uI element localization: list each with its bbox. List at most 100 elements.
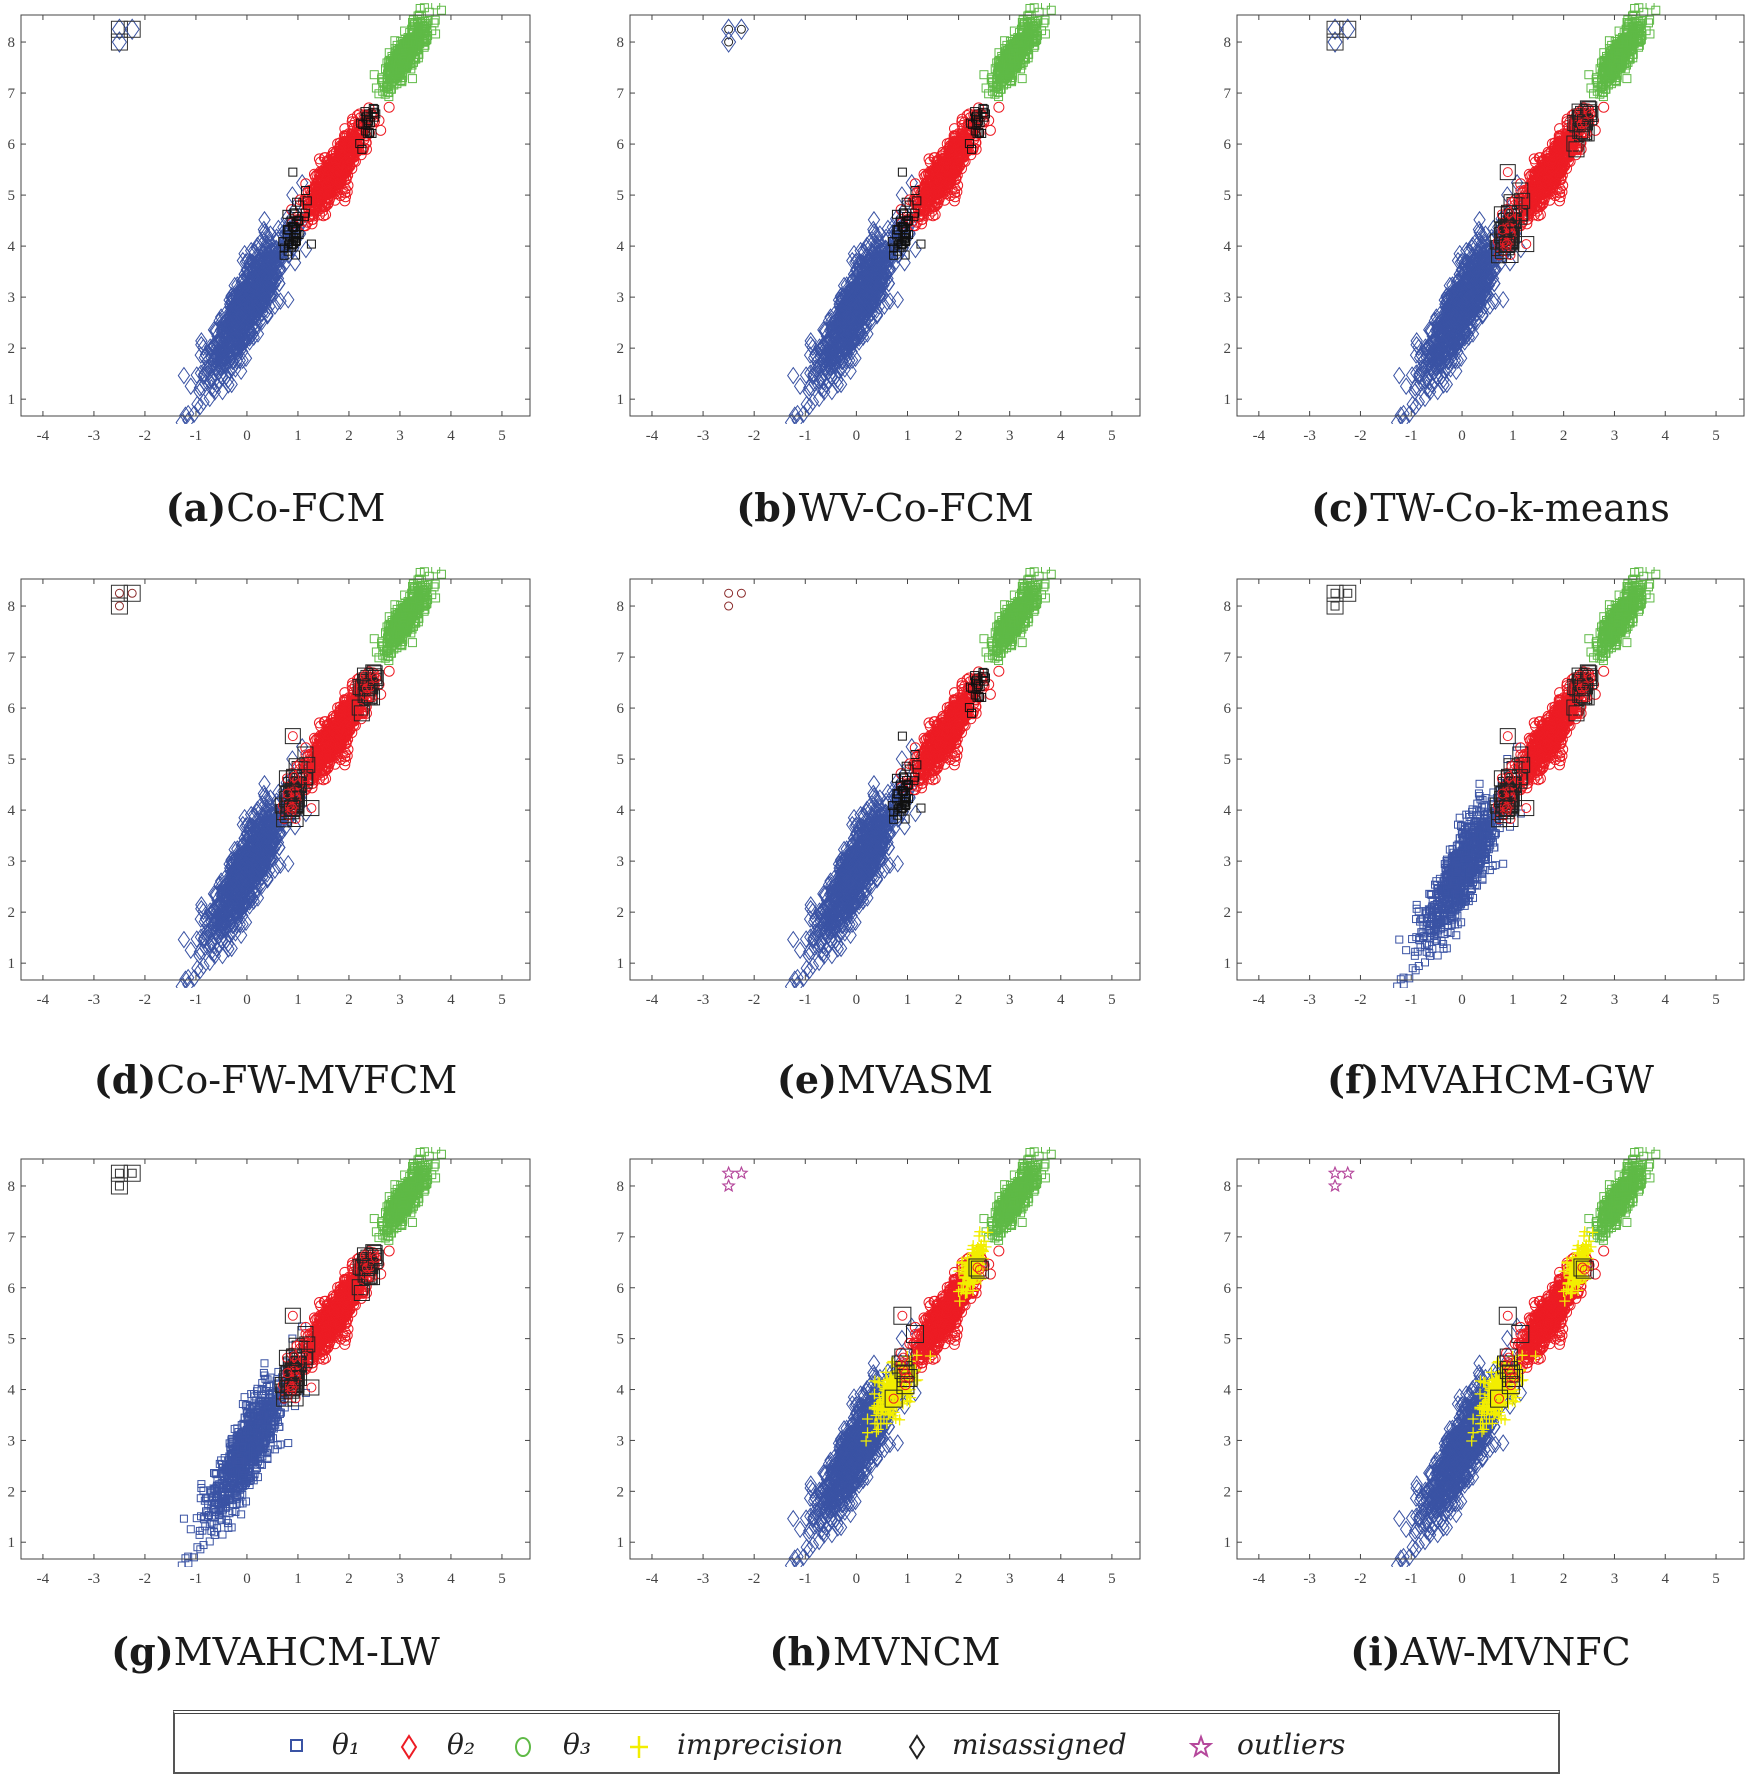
x-tick-label: 0 bbox=[243, 428, 251, 444]
theta1-point bbox=[800, 395, 813, 414]
theta1-point bbox=[851, 323, 865, 342]
misassigned-point bbox=[300, 185, 310, 195]
theta1-point bbox=[260, 269, 273, 287]
y-tick-label: 7 bbox=[617, 86, 625, 102]
theta3-point bbox=[421, 36, 431, 46]
theta3-point bbox=[1018, 15, 1028, 25]
theta1-point bbox=[1410, 332, 1423, 350]
misassigned-point bbox=[967, 144, 977, 154]
theta1-point bbox=[195, 335, 208, 354]
theta2-point bbox=[927, 210, 939, 222]
y-tick-label: 5 bbox=[617, 188, 625, 204]
theta1-point bbox=[235, 306, 248, 325]
misassigned-point bbox=[292, 197, 302, 207]
theta1-point bbox=[1514, 240, 1528, 259]
theta1-point bbox=[181, 404, 195, 423]
theta1-point bbox=[873, 286, 887, 305]
theta1-point bbox=[230, 351, 243, 370]
theta1-point bbox=[864, 281, 878, 300]
misassigned-point bbox=[287, 239, 297, 249]
theta1-point bbox=[270, 228, 283, 247]
misassigned-point bbox=[282, 209, 292, 219]
theta1-point bbox=[1472, 220, 1486, 239]
theta1-point bbox=[222, 308, 235, 326]
outlier-point bbox=[733, 18, 750, 41]
theta2-point bbox=[934, 175, 946, 187]
theta2-point bbox=[334, 177, 346, 189]
outlier-point bbox=[724, 37, 734, 47]
theta1-point bbox=[299, 240, 313, 259]
theta1-point bbox=[243, 255, 256, 274]
x-tick-label: 4 bbox=[447, 428, 455, 444]
theta1-point bbox=[1394, 406, 1408, 424]
theta1-point bbox=[225, 333, 238, 352]
theta3-point bbox=[1041, 3, 1051, 10]
misassigned-point bbox=[294, 215, 304, 225]
misassigned-point bbox=[892, 225, 902, 235]
theta1-point bbox=[807, 348, 821, 367]
theta1-point bbox=[1429, 358, 1442, 377]
theta1-point bbox=[275, 250, 289, 268]
misassigned-point bbox=[302, 196, 312, 206]
theta3-point bbox=[385, 65, 395, 75]
theta2-point bbox=[343, 161, 355, 173]
outlier-box bbox=[110, 20, 128, 38]
theta1-point bbox=[1406, 395, 1419, 414]
theta3-point bbox=[992, 74, 1002, 84]
theta3-point bbox=[992, 75, 1002, 85]
theta1-point bbox=[828, 355, 841, 374]
misassigned-point bbox=[361, 126, 371, 136]
theta1-point bbox=[250, 248, 263, 266]
theta3-point bbox=[399, 54, 409, 64]
theta1-point bbox=[1479, 286, 1492, 305]
misassigned-point bbox=[367, 128, 377, 138]
y-tick-label: 2 bbox=[617, 341, 625, 357]
theta1-point bbox=[224, 295, 237, 313]
x-tick-label: -4 bbox=[646, 428, 659, 444]
theta1-point bbox=[852, 255, 866, 274]
theta2-point bbox=[334, 137, 346, 149]
theta3-point bbox=[1034, 7, 1044, 17]
theta2-point bbox=[351, 134, 363, 146]
theta2-point bbox=[943, 177, 955, 189]
theta1-point bbox=[844, 306, 858, 325]
theta3-point bbox=[1029, 17, 1039, 27]
theta2-point bbox=[343, 148, 355, 160]
theta1-point bbox=[203, 389, 216, 408]
outlier-point bbox=[721, 31, 737, 53]
theta3-point bbox=[431, 3, 441, 10]
theta1-point bbox=[842, 307, 856, 326]
theta1-point bbox=[874, 252, 888, 271]
theta1-point bbox=[839, 351, 853, 370]
theta1-point bbox=[818, 347, 832, 366]
theta1-point bbox=[248, 303, 262, 322]
theta1-point bbox=[891, 290, 904, 309]
theta1-point bbox=[1423, 364, 1437, 383]
misassigned-point bbox=[897, 239, 907, 249]
x-tick-label: 2 bbox=[345, 428, 353, 444]
theta3-point bbox=[1031, 36, 1041, 46]
theta1-point bbox=[262, 263, 276, 281]
misassigned-point bbox=[288, 167, 298, 177]
theta2-point bbox=[333, 178, 345, 190]
theta2-point bbox=[938, 184, 950, 196]
theta1-point bbox=[179, 406, 192, 424]
theta3-point bbox=[394, 59, 404, 69]
theta1-point bbox=[881, 293, 894, 311]
theta1-point bbox=[221, 371, 235, 389]
theta1-point bbox=[881, 252, 894, 271]
theta1-point bbox=[905, 173, 918, 192]
theta1-point bbox=[872, 242, 886, 261]
theta1-point bbox=[831, 375, 844, 394]
theta3-point bbox=[1015, 52, 1025, 62]
theta1-point bbox=[869, 269, 883, 287]
theta1-point bbox=[1489, 292, 1502, 311]
theta1-point bbox=[1409, 346, 1423, 364]
theta2-point bbox=[941, 162, 953, 174]
theta1-point bbox=[191, 395, 204, 414]
misassigned-point bbox=[365, 117, 375, 127]
theta2-point bbox=[909, 178, 921, 190]
theta1-point bbox=[888, 255, 901, 273]
